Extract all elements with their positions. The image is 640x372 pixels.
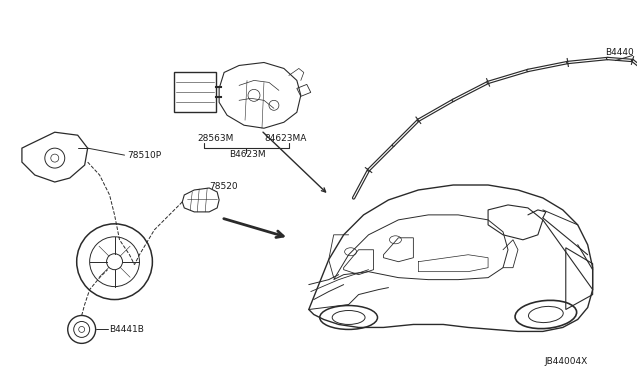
Text: 28563M: 28563M bbox=[197, 134, 234, 143]
Text: B4623M: B4623M bbox=[229, 150, 266, 158]
Text: 78510P: 78510P bbox=[127, 151, 162, 160]
Text: B4441B: B4441B bbox=[109, 325, 145, 334]
Text: 78520: 78520 bbox=[209, 182, 238, 190]
Text: 84623MA: 84623MA bbox=[264, 134, 307, 143]
Text: JB44004X: JB44004X bbox=[545, 357, 588, 366]
Text: B4440: B4440 bbox=[605, 48, 634, 57]
